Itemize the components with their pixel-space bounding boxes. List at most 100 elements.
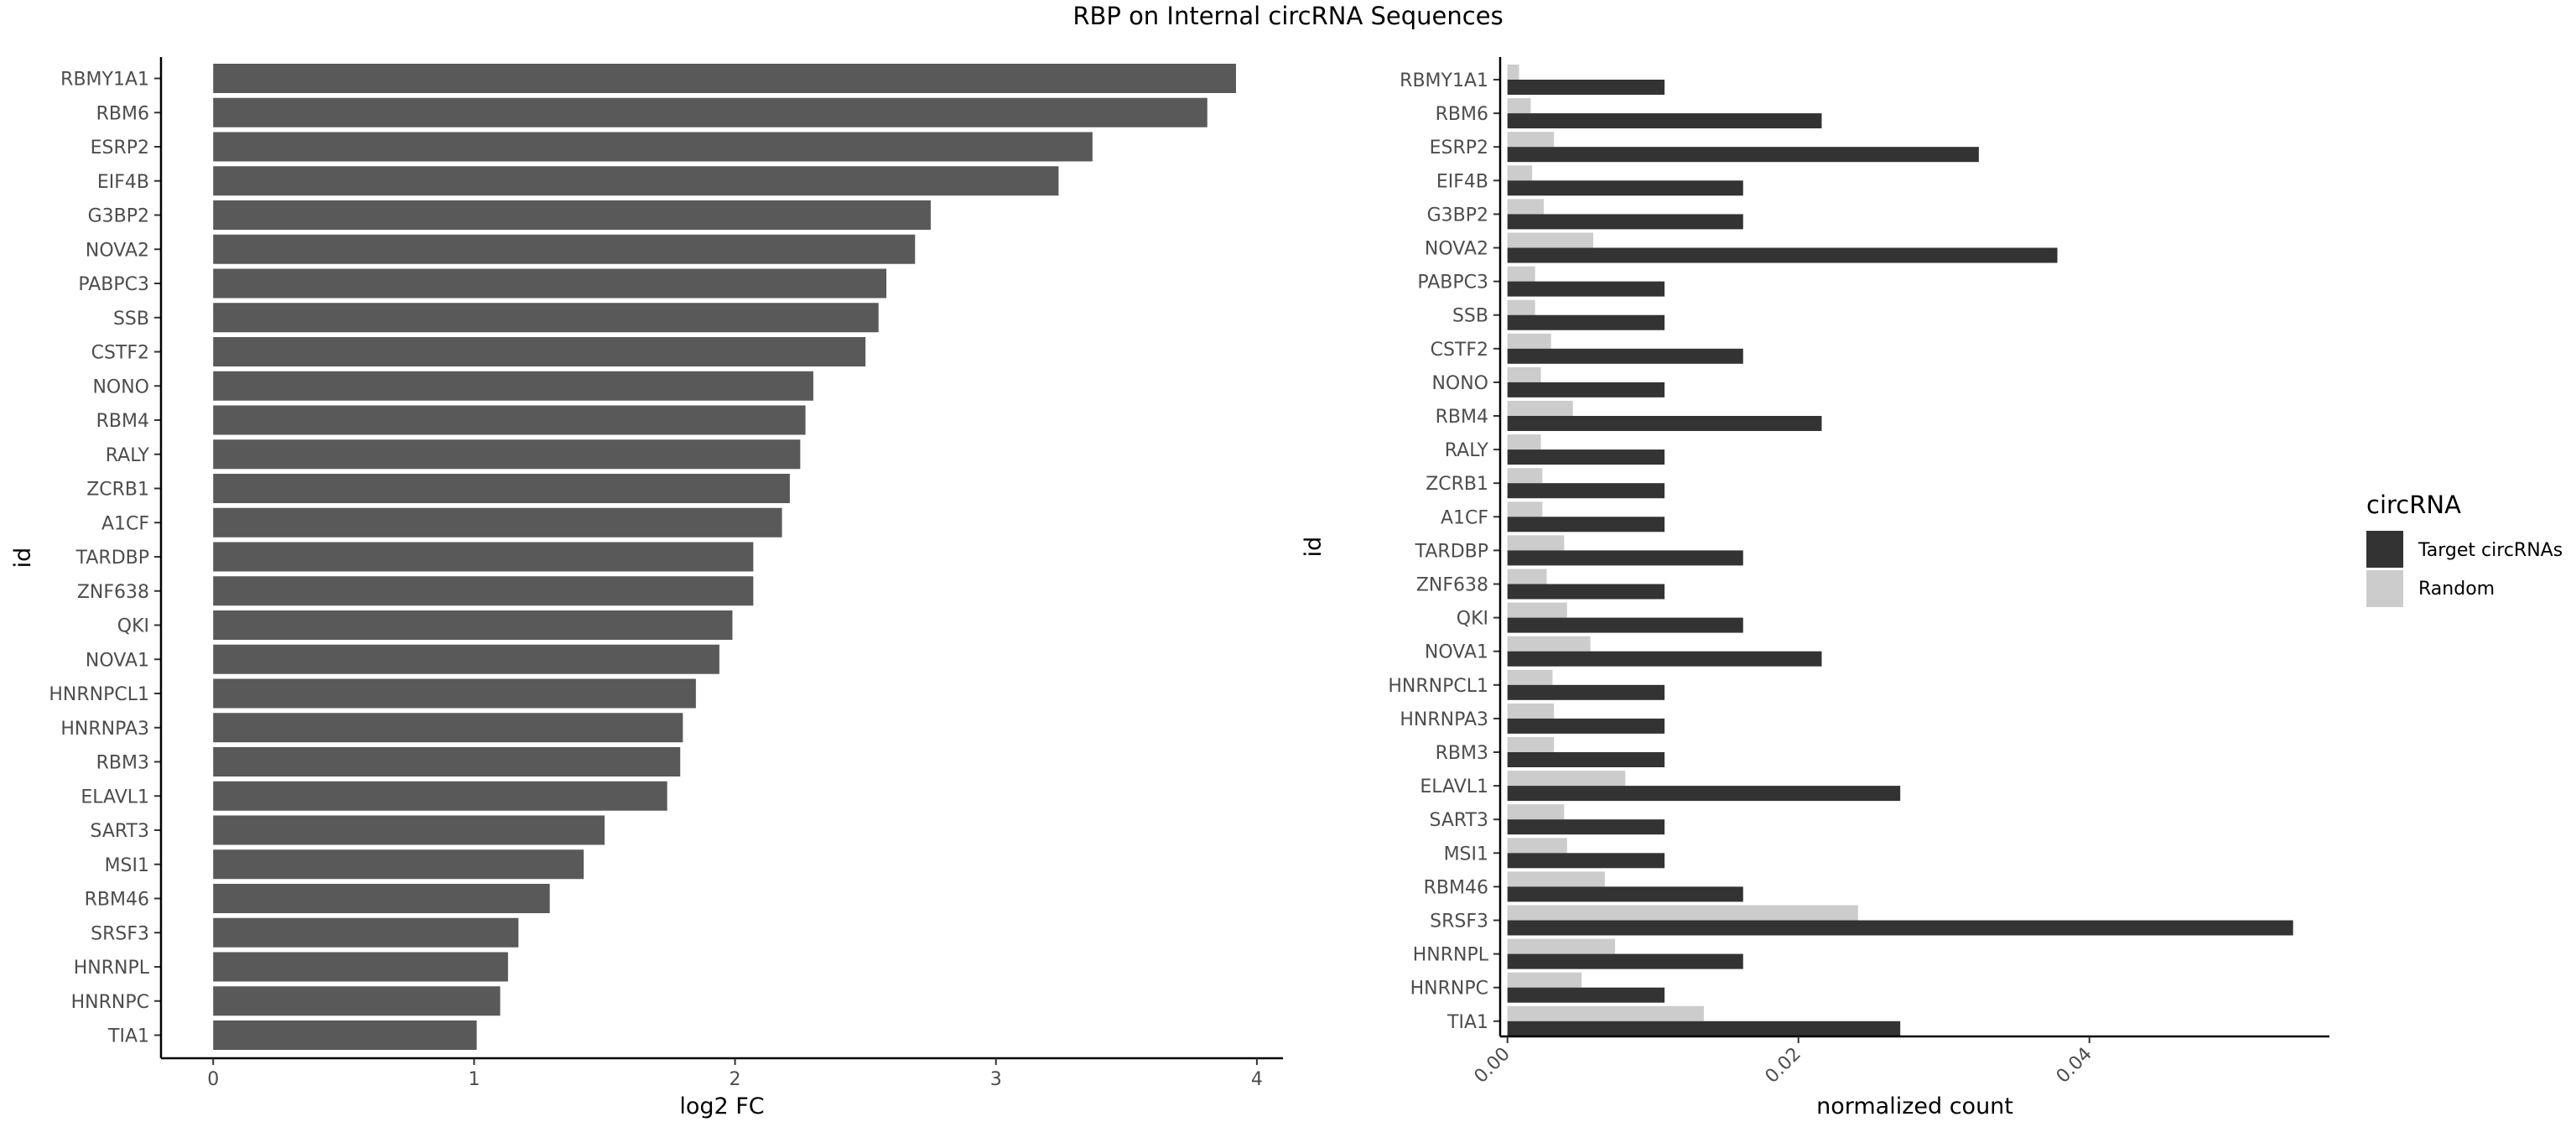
y-tick-label-g3bp2: G3BP2: [88, 206, 149, 227]
y-tick-label-rbm4: RBM4: [96, 411, 149, 432]
bar-random-raly: [1507, 434, 1541, 450]
bar-nova2: [213, 234, 916, 264]
y-tick-label-tia1: TIA1: [107, 1026, 149, 1047]
bar-random-msi1: [1507, 838, 1567, 854]
bar-zcrb1: [213, 474, 790, 503]
y-tick-label-a1cf: A1CF: [101, 513, 149, 534]
bar-random-ssb: [1507, 299, 1535, 315]
y-tick-label-msi1: MSI1: [1444, 844, 1488, 865]
bar-random-rbm3: [1507, 737, 1555, 752]
bar-random-qki: [1507, 602, 1567, 618]
bar-target-nono: [1507, 382, 1665, 397]
bar-sart3: [213, 815, 605, 845]
bar-srsf3: [213, 917, 519, 948]
y-tick-label-raly: RALY: [1445, 440, 1489, 461]
bar-elavl1: [213, 781, 667, 811]
y-tick-label-rbmy1a1: RBMY1A1: [1400, 70, 1488, 91]
bar-rbm46: [213, 884, 550, 913]
bar-raly: [213, 439, 801, 470]
bar-a1cf: [213, 507, 782, 538]
bar-random-hnrnpl: [1507, 938, 1616, 954]
bar-target-tardbp: [1507, 550, 1743, 566]
legend-title: circRNA: [2366, 491, 2461, 519]
bar-random-tia1: [1507, 1005, 1704, 1021]
bar-qki: [213, 610, 733, 640]
y-tick-label-qki: QKI: [117, 616, 149, 637]
bar-random-elavl1: [1507, 771, 1626, 787]
bar-target-eif4b: [1507, 180, 1743, 196]
bar-hnrnpcl1: [213, 678, 696, 709]
y-tick-label-hnrnpa3: HNRNPA3: [1400, 709, 1488, 730]
bar-target-zcrb1: [1507, 483, 1665, 499]
bar-target-ssb: [1507, 314, 1665, 330]
y-tick-label-msi1: MSI1: [105, 855, 149, 876]
bar-ssb: [213, 303, 879, 333]
y-tick-label-hnrnpc: HNRNPC: [71, 992, 149, 1013]
x-tick-label: 2: [730, 1069, 741, 1090]
bar-target-cstf2: [1507, 348, 1743, 364]
bar-random-hnrnpa3: [1507, 703, 1555, 719]
x-tick-label: 3: [990, 1069, 1002, 1090]
y-tick-label-pabpc3: PABPC3: [78, 274, 149, 295]
bar-target-hnrnpa3: [1507, 718, 1665, 734]
y-tick-label-hnrnpcl1: HNRNPCL1: [1388, 676, 1488, 697]
y-tick-label-qki: QKI: [1457, 609, 1488, 630]
y-tick-label-a1cf: A1CF: [1441, 507, 1488, 528]
y-tick-label-hnrnpc: HNRNPC: [1410, 979, 1488, 1000]
y-tick-label-znf638: ZNF638: [77, 582, 149, 603]
y-tick-label-rbm46: RBM46: [1424, 877, 1488, 898]
x-tick-label: 0.02: [1762, 1044, 1805, 1088]
bar-nova1: [213, 644, 719, 674]
y-tick-label-elavl1: ELAVL1: [80, 787, 149, 808]
bar-nono: [213, 371, 813, 401]
y-tick-label-rbm6: RBM6: [96, 103, 149, 124]
y-tick-label-sart3: SART3: [90, 821, 149, 842]
bar-random-rbm6: [1507, 98, 1531, 114]
y-tick-label-nova1: NOVA1: [1425, 642, 1488, 663]
y-tick-label-eif4b: EIF4B: [97, 172, 149, 193]
bar-random-eif4b: [1507, 165, 1533, 181]
bar-target-qki: [1507, 617, 1743, 633]
bar-target-srsf3: [1507, 920, 2293, 936]
y-tick-label-sart3: SART3: [1429, 810, 1488, 831]
y-tick-label-nova1: NOVA1: [86, 650, 149, 671]
bar-random-zcrb1: [1507, 468, 1543, 484]
y-tick-label-rbm4: RBM4: [1436, 407, 1488, 428]
y-tick-label-nono: NONO: [92, 377, 149, 397]
bar-random-pabpc3: [1507, 266, 1535, 282]
bar-cstf2: [213, 337, 866, 366]
bar-target-sart3: [1507, 819, 1665, 835]
bar-rbm4: [213, 405, 806, 435]
x-tick-label: 0.04: [2053, 1044, 2096, 1088]
bar-rbmy1a1: [213, 64, 1236, 93]
bar-znf638: [213, 576, 754, 606]
bar-random-hnrnpcl1: [1507, 669, 1553, 685]
y-tick-label-ssb: SSB: [113, 309, 149, 330]
bar-random-esrp2: [1507, 132, 1555, 148]
bar-target-esrp2: [1507, 147, 1979, 163]
y-tick-label-hnrnpl: HNRNPL: [1413, 945, 1489, 966]
bar-random-hnrnpc: [1507, 972, 1582, 988]
bar-target-g3bp2: [1507, 214, 1743, 230]
bar-random-cstf2: [1507, 333, 1551, 349]
y-tick-label-srsf3: SRSF3: [1430, 911, 1488, 932]
y-tick-label-znf638: ZNF638: [1416, 575, 1488, 596]
y-tick-label-hnrnpcl1: HNRNPCL1: [49, 684, 149, 705]
y-tick-label-nono: NONO: [1431, 373, 1488, 394]
y-tick-label-esrp2: ESRP2: [1430, 138, 1488, 158]
y-tick-label-tardbp: TARDBP: [75, 548, 149, 569]
bar-random-rbmy1a1: [1507, 65, 1519, 80]
bar-random-srsf3: [1507, 905, 1858, 921]
bar-random-znf638: [1507, 569, 1547, 584]
bar-rbm3: [213, 747, 681, 776]
bar-target-tia1: [1507, 1021, 1901, 1036]
bar-tia1: [213, 1021, 477, 1050]
bar-target-pabpc3: [1507, 281, 1665, 297]
bar-esrp2: [213, 132, 1093, 162]
y-tick-label-nova2: NOVA2: [86, 240, 149, 261]
legend-swatch-random: [2366, 570, 2403, 607]
bar-random-g3bp2: [1507, 199, 1545, 215]
y-tick-label-hnrnpa3: HNRNPA3: [60, 719, 149, 740]
x-tick-label: 4: [1251, 1069, 1263, 1090]
